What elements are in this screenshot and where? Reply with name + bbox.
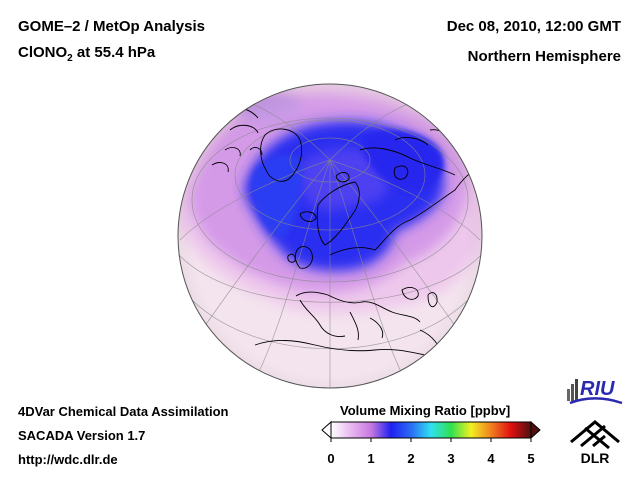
footer-line2: SACADA Version 1.7 [18,428,146,443]
datetime-label: Dec 08, 2010, 12:00 GMT [446,18,621,35]
colorbar-tick-label: 5 [527,451,534,466]
colorbar: 0 1 2 3 4 5 [321,420,541,466]
colorbar-tick-label: 4 [487,451,495,466]
region-label: Northern Hemisphere [467,48,621,65]
globe-outline [177,83,483,389]
colorbar-tick-label: 0 [327,451,334,466]
dlr-logo-text: DLR [581,450,610,466]
colorbar-gradient [330,421,532,439]
species-label: ClONO2 at 55.4 hPa [18,44,155,64]
colorbar-over-arrow [530,420,541,440]
title-line1: GOME–2 / MetOp Analysis [18,18,205,35]
colorbar-tick-label: 1 [367,451,374,466]
footer-url: http://wdc.dlr.de [18,452,118,467]
colorbar-title: Volume Mixing Ratio [ppbv] [340,403,511,418]
species-subscript: 2 [67,53,73,64]
footer-line1: 4DVar Chemical Data Assimilation [18,404,229,419]
riu-logo-text: RIU [580,378,615,400]
species-prefix: ClONO [18,44,68,61]
colorbar-tick-label: 2 [407,451,414,466]
colorbar-under-arrow [321,420,332,440]
riu-logo: RIU [567,378,623,405]
colorbar-tick-label: 3 [447,451,454,466]
species-suffix: at 55.4 hPa [72,44,156,61]
dlr-logo: DLR [570,420,620,466]
